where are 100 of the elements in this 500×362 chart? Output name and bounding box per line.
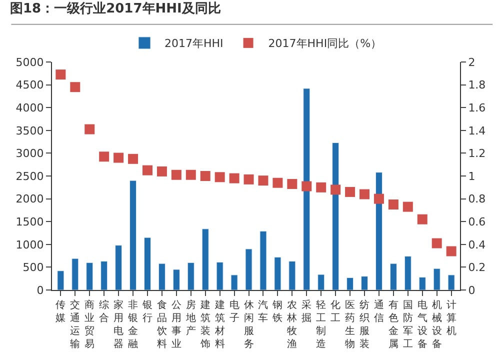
bar <box>187 262 194 290</box>
y2-tick-label: 1 <box>468 170 476 183</box>
x-tick-label: 轻工制造 <box>316 299 326 350</box>
point <box>374 194 384 204</box>
x-tick-label: 医药生物 <box>345 300 356 350</box>
x-tick-label: 银行 <box>141 300 152 324</box>
bar <box>172 269 180 290</box>
x-tick-label: 房地产 <box>184 299 196 337</box>
y2-tick-label: 0.2 <box>468 261 486 274</box>
y2-tick-label: 1.6 <box>468 101 486 114</box>
bar <box>245 248 252 290</box>
point <box>128 154 138 164</box>
y-tick-label: 4000 <box>16 101 44 114</box>
bar <box>100 261 108 290</box>
chart-title: 图18：一级行业2017年HHI及同比 <box>10 2 221 17</box>
x-tick-label: 汽车 <box>258 299 268 324</box>
y-tick-label: 2000 <box>16 192 44 206</box>
y2-tick-label: 2 <box>468 56 476 69</box>
y2-tick-label: 0.6 <box>468 215 486 228</box>
bar <box>375 172 382 290</box>
x-tick-label: 建筑装饰 <box>199 299 210 350</box>
point <box>272 178 283 188</box>
bar <box>303 88 310 290</box>
x-tick-label: 交通运输 <box>70 299 80 350</box>
y2-tick-label: 0 <box>468 284 476 297</box>
bar <box>318 274 325 290</box>
y-tick-label: 5000 <box>16 56 44 69</box>
point <box>446 246 456 256</box>
point <box>56 70 66 80</box>
bar <box>144 237 151 290</box>
y2-tick-label: 0.4 <box>468 238 486 252</box>
x-tick-label: 化工 <box>330 299 341 324</box>
point <box>84 124 95 134</box>
x-tick-label: 传媒 <box>56 300 66 324</box>
bar <box>361 276 368 290</box>
y-tick-label: 500 <box>22 261 44 274</box>
bar <box>274 256 282 290</box>
x-tick-label: 纺织服装 <box>360 299 370 350</box>
y-tick-label: 1000 <box>16 238 44 252</box>
y2-tick-label: 0.8 <box>468 192 486 206</box>
y-tick-label: 4500 <box>16 78 44 92</box>
point <box>388 200 398 210</box>
bar <box>404 256 412 290</box>
point <box>258 176 268 186</box>
point <box>417 214 428 224</box>
y-tick-label: 0 <box>36 284 44 297</box>
point <box>316 182 326 192</box>
bar <box>130 180 137 290</box>
point <box>360 189 370 200</box>
x-tick-label: 有色金属 <box>388 299 398 350</box>
y-tick-label: 3500 <box>16 124 44 138</box>
point <box>114 152 124 163</box>
x-tick-label: 非银金融 <box>127 299 138 350</box>
x-tick-label: 计算机 <box>446 299 456 337</box>
bar <box>260 230 267 290</box>
bar <box>288 261 296 290</box>
bar <box>346 277 354 290</box>
bar <box>158 263 166 290</box>
y-tick-label: 2500 <box>16 170 44 183</box>
x-tick-label: 商业贸易 <box>84 299 95 350</box>
bar <box>115 245 122 290</box>
y-tick-label: 3000 <box>16 147 44 160</box>
point <box>70 82 80 92</box>
x-tick-label: 机械设备 <box>432 299 442 350</box>
point <box>302 181 312 192</box>
point <box>345 186 356 197</box>
y2-tick-label: 1.4 <box>468 124 486 138</box>
point <box>432 238 442 248</box>
x-tick-label: 国防军工 <box>402 300 413 350</box>
y2-tick-label: 1.2 <box>468 147 486 160</box>
point <box>229 173 240 184</box>
bar <box>433 268 440 290</box>
y-tick-label: 1500 <box>16 215 44 228</box>
point <box>244 174 254 184</box>
y2-tick-label: 1.8 <box>468 78 486 92</box>
x-tick-label: 食品饮料 <box>156 299 167 350</box>
legend-label: 2017年HHI <box>164 37 224 50</box>
bar <box>230 274 238 290</box>
legend-label: 2017年HHI同比（%） <box>268 37 382 50</box>
point <box>171 170 182 180</box>
bar <box>390 263 397 290</box>
bar <box>57 270 64 290</box>
point <box>186 170 196 180</box>
x-tick-label: 综合 <box>99 299 110 324</box>
bar <box>72 258 79 290</box>
x-tick-label: 电气设备 <box>417 299 428 350</box>
bar <box>86 262 94 290</box>
point <box>402 202 413 212</box>
x-tick-label: 钢铁 <box>272 300 283 324</box>
bar <box>448 274 455 290</box>
bar <box>332 142 340 290</box>
x-tick-label: 电子 <box>229 299 240 324</box>
x-tick-label: 家用电器 <box>114 299 124 350</box>
point <box>156 166 167 176</box>
point <box>99 152 110 162</box>
bar <box>216 262 224 290</box>
x-tick-label: 采掘 <box>302 299 312 324</box>
x-tick-label: 建筑材料 <box>214 299 225 350</box>
x-tick-label: 农林牧渔 <box>286 300 298 350</box>
point <box>287 178 298 189</box>
